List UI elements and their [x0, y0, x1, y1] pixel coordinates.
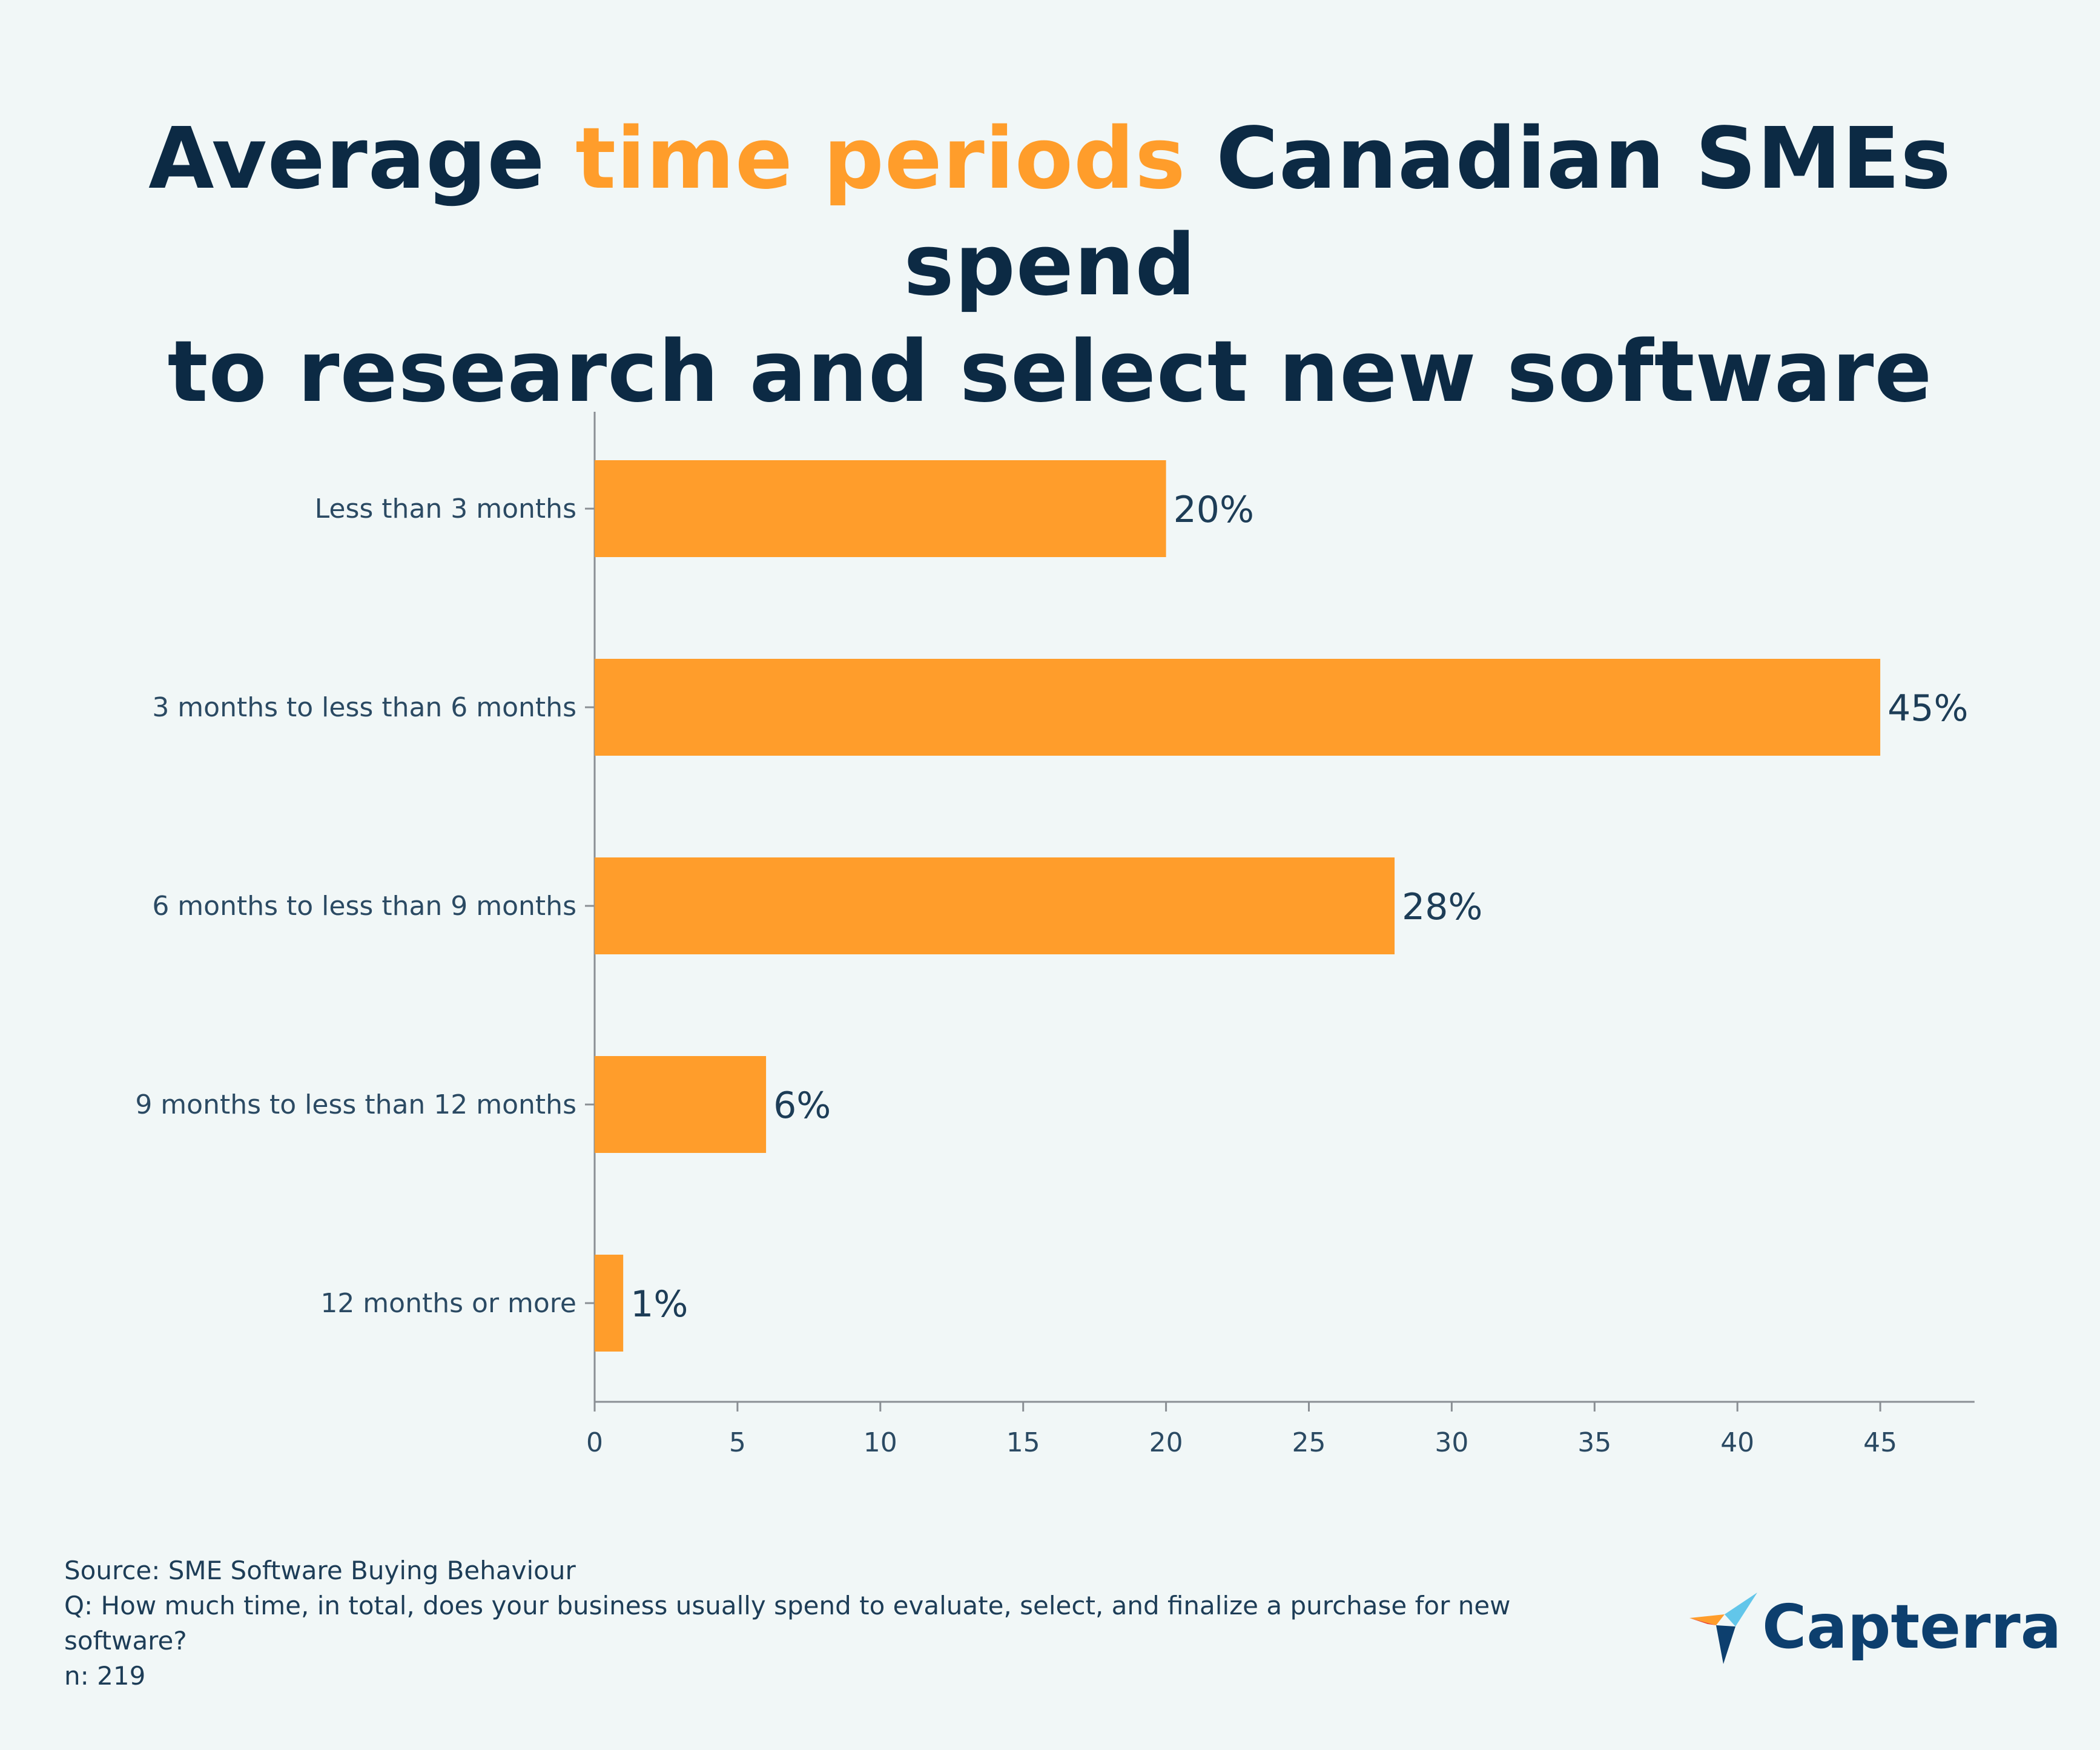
- data-label: 20%: [1174, 489, 1254, 531]
- bar-chart: 0 5 10 15 20 25 30 35 40 45 Less than 3 months 20% 3…: [135, 412, 1975, 1458]
- bar: [595, 659, 1881, 756]
- title-part-2: Canadian SMEs spend: [903, 110, 1952, 315]
- data-label: 1%: [630, 1283, 688, 1326]
- bar: [595, 1255, 624, 1352]
- title-line-2: to research and select new software: [167, 323, 1933, 421]
- x-tick-label: 40: [1720, 1427, 1754, 1458]
- x-tick-label: 20: [1149, 1427, 1183, 1458]
- x-tick-label: 0: [586, 1427, 603, 1458]
- data-label: 45%: [1887, 687, 1968, 730]
- data-label: 6%: [773, 1085, 831, 1127]
- category-label: 6 months to less than 9 months: [152, 891, 576, 922]
- x-tick-label: 10: [863, 1427, 897, 1458]
- x-tick-label: 35: [1577, 1427, 1611, 1458]
- footer: Source: SME Software Buying Behaviour Q:…: [64, 1553, 1578, 1694]
- x-tick-label: 15: [1006, 1427, 1040, 1458]
- chart-title: Average time periods Canadian SMEs spend…: [0, 106, 2100, 426]
- x-tick-label: 30: [1435, 1427, 1468, 1458]
- capterra-logo-icon: [1689, 1593, 1757, 1664]
- source-text: Source: SME Software Buying Behaviour: [64, 1556, 576, 1585]
- category-label: 9 months to less than 12 months: [135, 1089, 576, 1120]
- x-tick-label: 25: [1292, 1427, 1326, 1458]
- capterra-logo: Capterra: [1689, 1587, 2061, 1671]
- title-part-1: Average: [148, 110, 576, 208]
- bar: [595, 1056, 767, 1153]
- logo-text: Capterra: [1762, 1591, 2062, 1662]
- question-text: Q: How much time, in total, does your bu…: [64, 1591, 1511, 1656]
- data-label: 28%: [1402, 886, 1482, 928]
- title-line-1: Average time periods Canadian SMEs spend: [0, 106, 2100, 319]
- x-tick-label: 45: [1863, 1427, 1897, 1458]
- title-highlight: time periods: [575, 110, 1186, 208]
- bar: [595, 460, 1166, 557]
- category-label: Less than 3 months: [315, 494, 576, 524]
- category-label: 12 months or more: [320, 1288, 576, 1319]
- bar: [595, 857, 1395, 954]
- x-tick-label: 5: [729, 1427, 746, 1458]
- sample-size: n: 219: [64, 1661, 146, 1691]
- category-label: 3 months to less than 6 months: [152, 692, 576, 723]
